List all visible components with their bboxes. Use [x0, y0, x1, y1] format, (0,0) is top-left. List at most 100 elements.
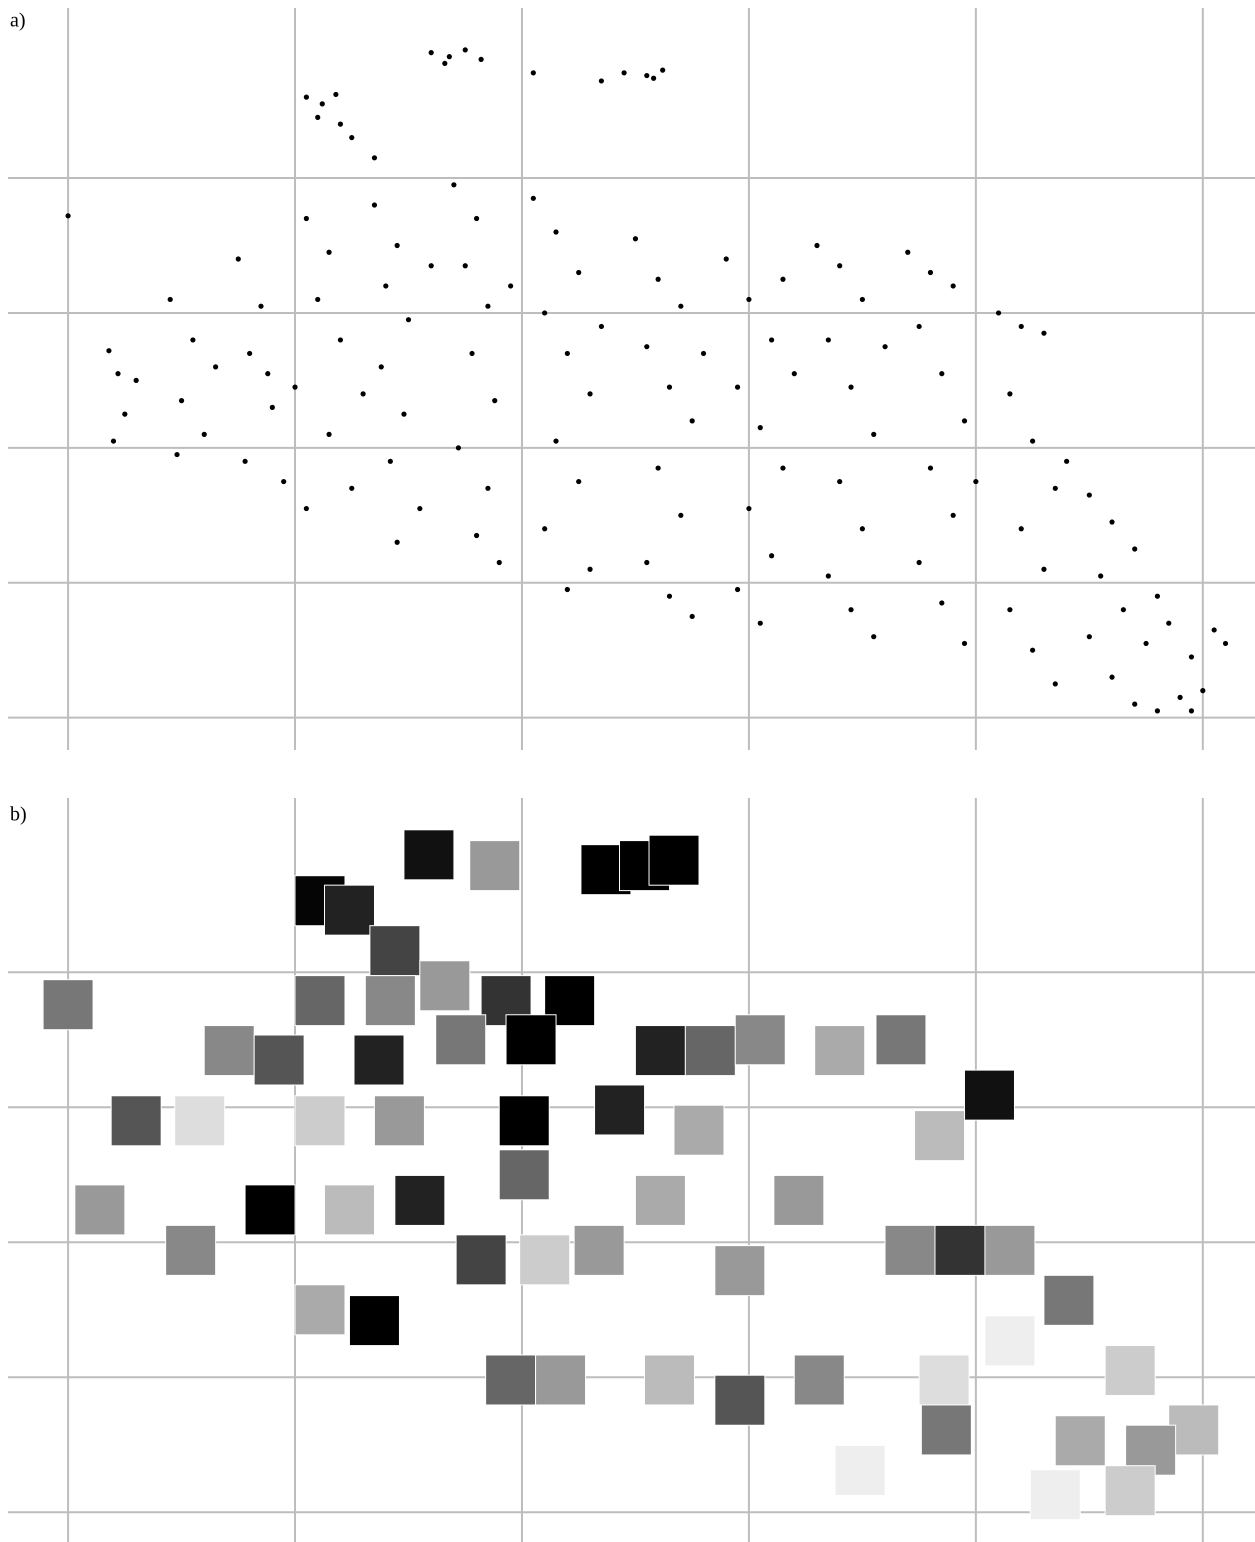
point [950, 512, 956, 518]
point [462, 47, 468, 53]
thumbnail [643, 1354, 695, 1406]
point [469, 350, 475, 357]
point [387, 458, 393, 464]
point [1052, 485, 1058, 491]
point [201, 431, 207, 437]
point [780, 276, 786, 282]
point [303, 505, 309, 512]
thumbnail [684, 1025, 736, 1077]
point [734, 384, 741, 390]
thumbnail [294, 1284, 346, 1336]
point [678, 303, 684, 309]
point [315, 296, 321, 303]
point [644, 559, 650, 566]
point [1052, 681, 1058, 687]
point [1018, 323, 1024, 330]
point [859, 526, 865, 532]
point [644, 72, 650, 79]
thumbnail [920, 1404, 972, 1456]
thumbnail [1104, 1465, 1156, 1517]
panel-b: b) [8, 798, 1255, 1542]
point [542, 526, 548, 532]
thumbnail [42, 979, 94, 1031]
point [1098, 573, 1104, 579]
point [383, 283, 389, 289]
point [973, 478, 979, 485]
point [1029, 647, 1036, 653]
point [598, 323, 605, 330]
point [655, 276, 661, 282]
thumbnail [174, 1095, 226, 1147]
point [315, 114, 321, 120]
point [1064, 458, 1070, 464]
point [950, 283, 956, 289]
point [564, 350, 570, 357]
point [496, 559, 502, 566]
point [1041, 566, 1047, 572]
point [871, 431, 877, 437]
point [576, 269, 582, 276]
point [746, 505, 752, 512]
point [632, 236, 639, 242]
point [349, 134, 355, 141]
point [700, 350, 707, 357]
point [133, 377, 139, 383]
point [110, 438, 117, 444]
point [916, 323, 922, 330]
point [825, 573, 831, 579]
thumbnail [648, 834, 700, 886]
point [542, 310, 548, 316]
point [837, 478, 843, 485]
point [1109, 519, 1115, 525]
point [780, 465, 786, 471]
point [1188, 654, 1195, 660]
panel-label: b) [10, 804, 27, 826]
point [1211, 627, 1217, 633]
point [1041, 330, 1047, 336]
point [247, 350, 253, 357]
point [598, 78, 605, 84]
point [1018, 526, 1024, 532]
point [961, 640, 968, 647]
point [576, 478, 582, 485]
point [508, 283, 514, 289]
thumbnail [1029, 1469, 1081, 1521]
point [326, 249, 332, 255]
point [848, 607, 854, 613]
point [587, 391, 593, 397]
point [451, 182, 457, 188]
point [689, 418, 695, 424]
thumbnail [963, 1069, 1015, 1121]
point [378, 364, 384, 370]
thumbnail [673, 1104, 725, 1156]
point [1109, 674, 1115, 680]
point [319, 101, 325, 107]
point [553, 438, 559, 444]
point [1132, 701, 1138, 707]
thumbnail [1043, 1274, 1095, 1326]
point [927, 465, 934, 471]
thumbnail [348, 1295, 400, 1347]
point [337, 121, 344, 127]
point [1007, 391, 1013, 397]
point [882, 344, 888, 350]
thumbnail [1104, 1345, 1156, 1397]
point [190, 337, 196, 343]
point [734, 586, 741, 593]
point [564, 586, 570, 593]
point [769, 553, 775, 559]
thumbnail [714, 1245, 766, 1297]
point [1154, 708, 1161, 714]
thumbnail [165, 1224, 217, 1276]
point [485, 485, 491, 491]
point [442, 60, 448, 66]
point [122, 411, 128, 417]
point [1132, 546, 1138, 552]
point [621, 70, 627, 76]
point [349, 485, 355, 491]
point [212, 364, 219, 370]
point [905, 249, 911, 255]
point [660, 67, 666, 73]
point [1188, 708, 1195, 714]
thumbnail [369, 925, 421, 977]
